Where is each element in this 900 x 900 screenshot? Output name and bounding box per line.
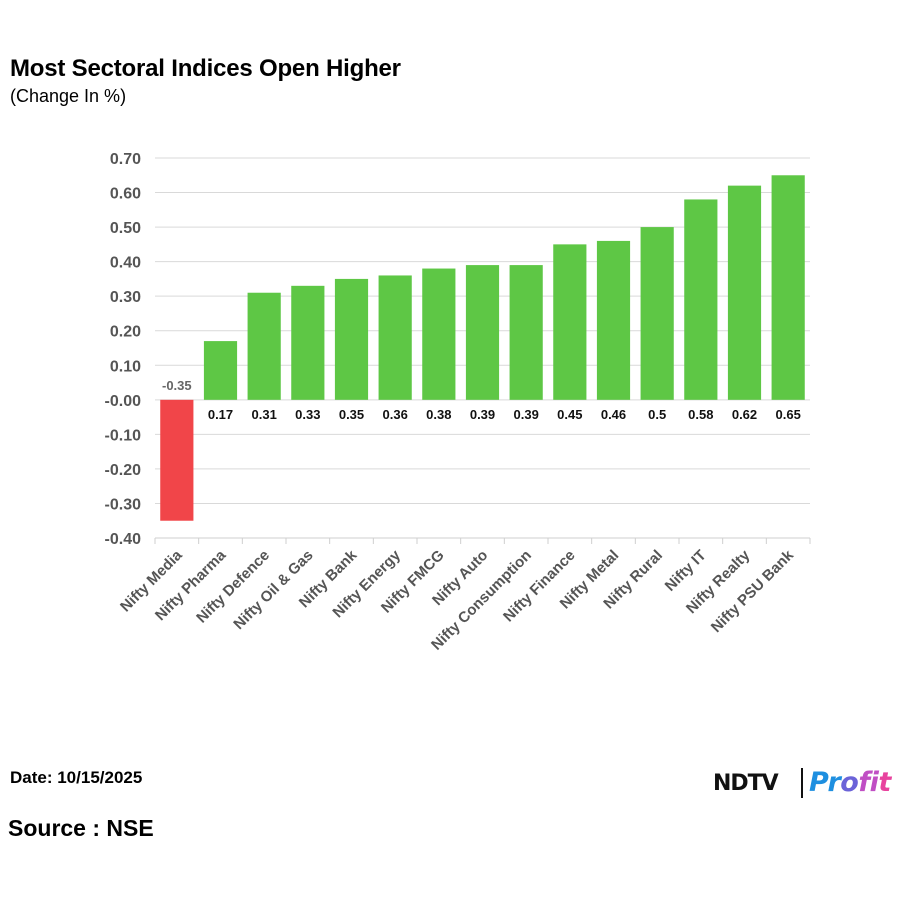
y-tick-label: -0.40 (105, 531, 142, 548)
bar (291, 285, 325, 400)
y-tick-label: -0.00 (105, 393, 142, 410)
bar (509, 265, 543, 400)
bar (247, 292, 281, 400)
bar (684, 199, 718, 400)
bar (160, 399, 194, 521)
data-label: 0.5 (648, 407, 666, 422)
ndtv-profit-logo: NDTV Profit (713, 766, 893, 802)
bar (378, 275, 412, 400)
y-tick-label: -0.20 (105, 462, 142, 479)
logo-product-text: Profit (809, 767, 891, 798)
bar (727, 185, 762, 400)
bar (596, 240, 631, 400)
chart-subtitle: (Change In %) (10, 86, 127, 106)
y-tick-label: 0.70 (110, 151, 141, 168)
data-label: 0.62 (732, 407, 757, 422)
data-label: 0.46 (601, 407, 626, 422)
data-label: 0.31 (252, 407, 277, 422)
y-tick-label: 0.40 (110, 255, 141, 272)
data-label: 0.33 (295, 407, 320, 422)
y-tick-label: 0.10 (110, 358, 141, 375)
data-label: 0.17 (208, 407, 233, 422)
y-tick-label: -0.30 (105, 496, 142, 513)
source-label: Source : NSE (8, 815, 154, 841)
data-label: 0.35 (339, 407, 364, 422)
data-label: 0.39 (514, 407, 539, 422)
y-tick-label: 0.60 (110, 186, 141, 203)
x-tick-label: Nifty PSU Bank (708, 546, 798, 636)
date-label: Date: 10/15/2025 (10, 768, 143, 787)
bar (334, 278, 369, 400)
data-label: 0.38 (426, 407, 451, 422)
bar-chart: 0.70 0.60 0.50 0.40 0.30 0.20 0.10 -0.00 -0.10 -0… (105, 151, 811, 654)
data-label: 0.39 (470, 407, 495, 422)
data-label: 0.58 (688, 407, 713, 422)
bar (422, 268, 456, 400)
y-tick-label: 0.20 (110, 324, 141, 341)
bar (553, 244, 587, 400)
bar (465, 265, 500, 400)
data-label: -0.35 (162, 378, 192, 393)
y-tick-label: 0.30 (110, 289, 141, 306)
y-tick-label: 0.50 (110, 220, 141, 237)
chart-title: Most Sectoral Indices Open Higher (10, 55, 401, 82)
data-label: 0.36 (383, 407, 408, 422)
logo-divider (801, 768, 803, 798)
data-label: 0.45 (557, 407, 582, 422)
logo-brand-text: NDTV (713, 771, 779, 796)
x-tick-label: Nifty Oil & Gas (230, 547, 316, 633)
bar (203, 341, 238, 400)
bar (640, 227, 674, 400)
y-tick-label: -0.10 (105, 427, 142, 444)
bar (771, 175, 805, 400)
data-label: 0.65 (776, 407, 801, 422)
